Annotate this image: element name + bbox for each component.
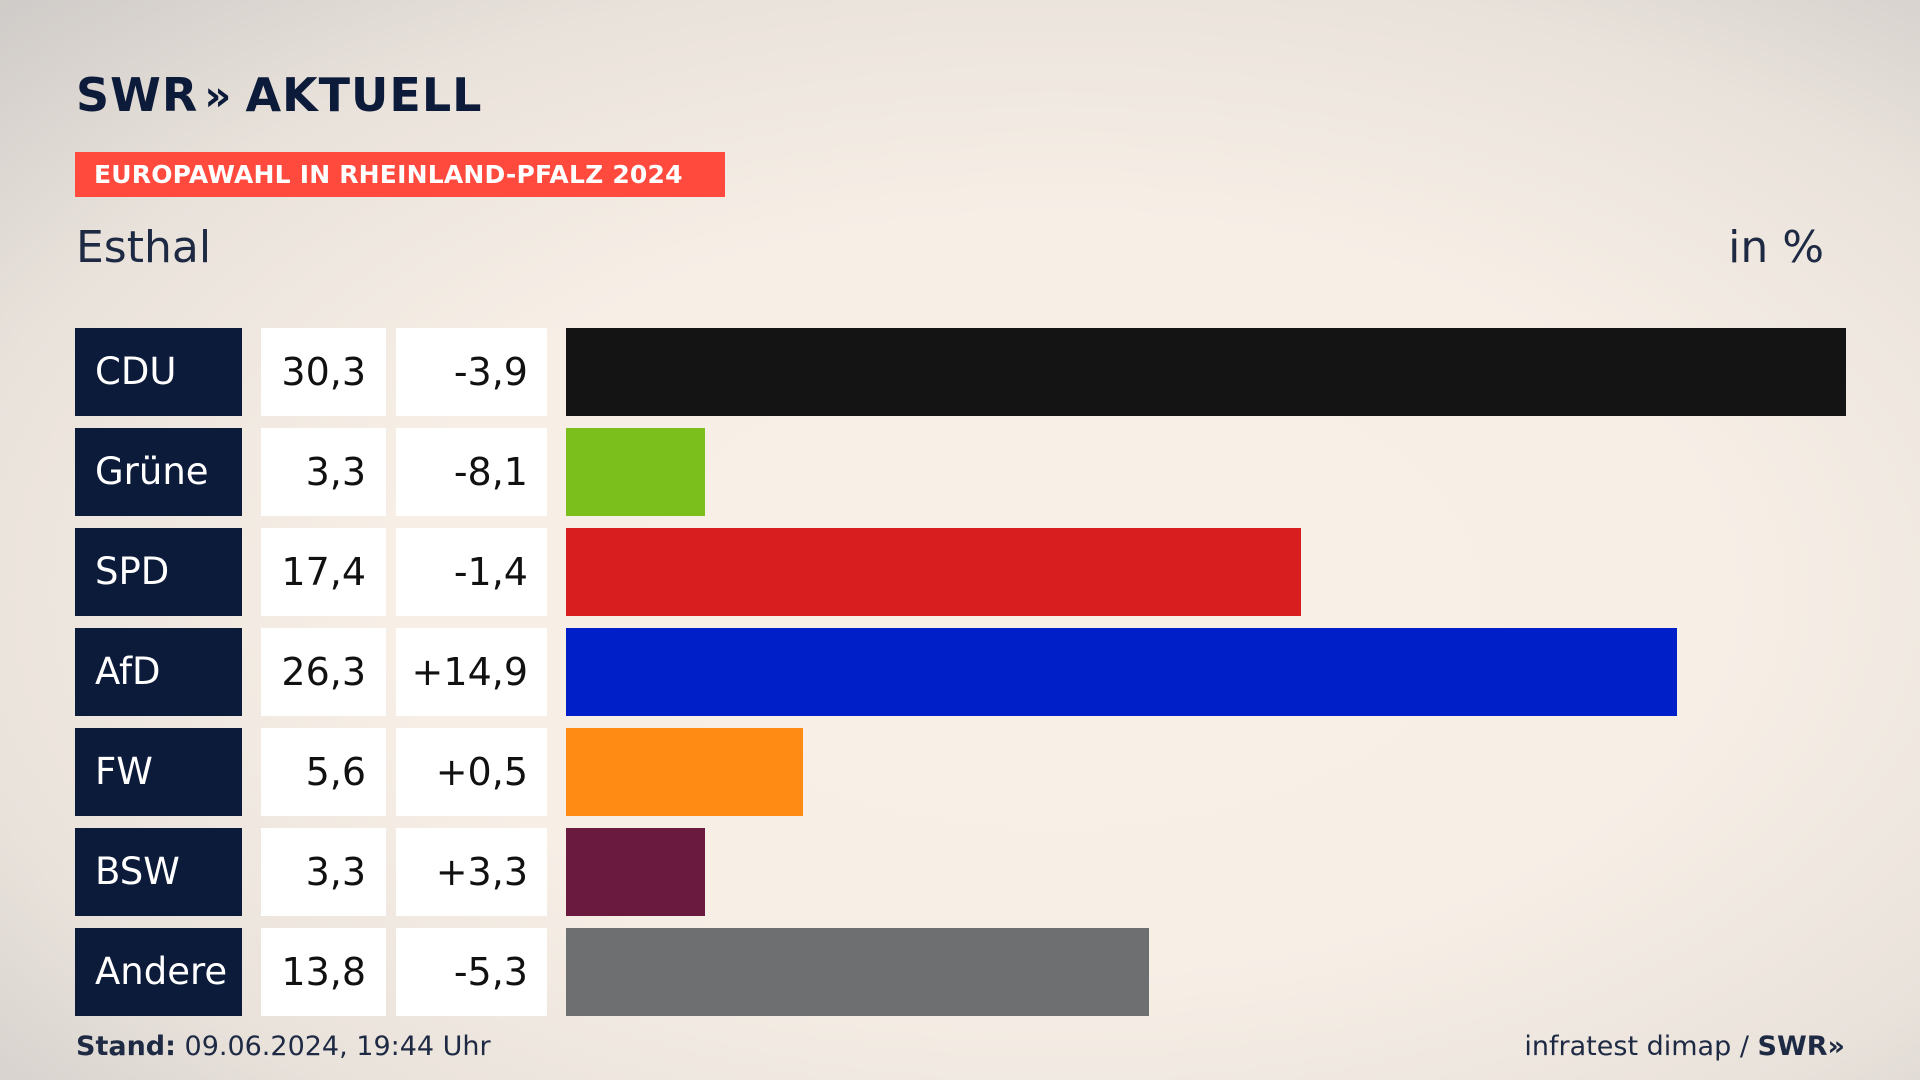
vote-share-value: 17,4 (261, 528, 386, 616)
stand-label: Stand: (76, 1031, 176, 1062)
chevron-right-icon: » (204, 71, 221, 120)
bar-fw (566, 728, 803, 816)
logo-product: AKTUELL (245, 68, 482, 122)
source-credit: infratest dimap / SWR» (1524, 1031, 1845, 1062)
vote-share-value: 3,3 (261, 828, 386, 916)
bar-afd (566, 628, 1677, 716)
bar-andere (566, 928, 1149, 1016)
location-title: Esthal (76, 222, 211, 273)
vote-change-value: -5,3 (396, 928, 547, 1016)
vote-share-value: 30,3 (261, 328, 386, 416)
source-text: infratest dimap / (1524, 1031, 1749, 1062)
timestamp: Stand: 09.06.2024, 19:44 Uhr (76, 1031, 491, 1062)
bar-spd (566, 528, 1301, 616)
party-label: Grüne (75, 428, 242, 516)
election-banner: EUROPAWAHL IN RHEINLAND-PFALZ 2024 (75, 152, 725, 197)
party-label: FW (75, 728, 242, 816)
vote-share-value: 3,3 (261, 428, 386, 516)
vote-share-value: 26,3 (261, 628, 386, 716)
vote-change-value: -1,4 (396, 528, 547, 616)
stand-value: 09.06.2024, 19:44 Uhr (185, 1031, 491, 1062)
logo-brand: SWR (76, 68, 198, 122)
vote-change-value: +14,9 (396, 628, 547, 716)
vote-change-value: -3,9 (396, 328, 547, 416)
party-label: CDU (75, 328, 242, 416)
party-label: AfD (75, 628, 242, 716)
bar-grüne (566, 428, 705, 516)
vote-share-value: 13,8 (261, 928, 386, 1016)
bar-bsw (566, 828, 705, 916)
source-brand: SWR» (1758, 1031, 1845, 1062)
vote-change-value: +3,3 (396, 828, 547, 916)
vote-change-value: -8,1 (396, 428, 547, 516)
party-label: SPD (75, 528, 242, 616)
swr-aktuell-logo: SWR » AKTUELL (76, 68, 482, 122)
vote-share-value: 5,6 (261, 728, 386, 816)
vote-change-value: +0,5 (396, 728, 547, 816)
unit-label: in % (1728, 222, 1824, 273)
party-label: Andere (75, 928, 242, 1016)
party-label: BSW (75, 828, 242, 916)
bar-cdu (566, 328, 1846, 416)
